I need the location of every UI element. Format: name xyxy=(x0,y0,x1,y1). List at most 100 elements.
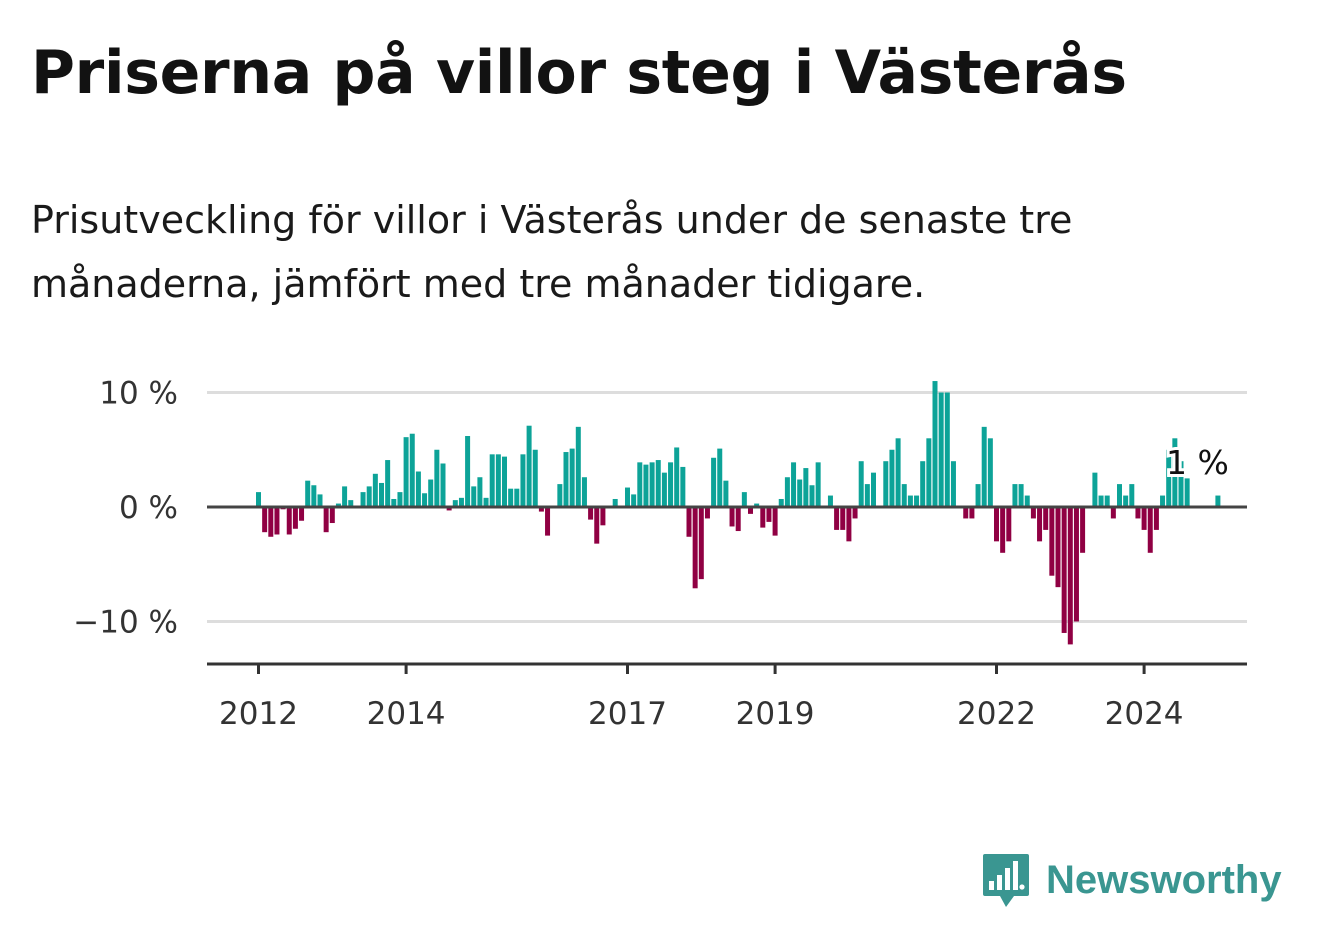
newsworthy-logo: Newsworthy xyxy=(980,850,1282,910)
bar xyxy=(944,392,950,507)
bar xyxy=(1135,507,1141,519)
bar xyxy=(1110,507,1116,519)
newsworthy-icon xyxy=(983,854,1029,907)
bar xyxy=(1160,495,1166,507)
bar xyxy=(569,448,575,507)
bar xyxy=(440,463,446,507)
bar xyxy=(1018,484,1024,507)
bar xyxy=(809,485,815,507)
bar xyxy=(256,492,261,507)
bar xyxy=(1043,507,1049,530)
bar xyxy=(791,462,797,507)
bar xyxy=(631,494,637,507)
bar xyxy=(711,457,717,507)
bar xyxy=(938,392,944,507)
bar xyxy=(292,507,298,529)
bar xyxy=(643,464,649,507)
bar xyxy=(698,507,704,580)
bar xyxy=(600,507,606,526)
bars xyxy=(256,381,1221,645)
bar xyxy=(434,449,440,507)
bar xyxy=(520,454,526,507)
bar xyxy=(741,492,747,507)
x-tick-label: 2012 xyxy=(219,696,298,732)
bar xyxy=(649,462,655,507)
latest-value-label: 1 % xyxy=(1166,443,1229,482)
bar xyxy=(545,507,551,536)
bar xyxy=(508,488,514,507)
bar xyxy=(840,507,846,530)
x-tick-label: 2022 xyxy=(957,696,1036,732)
bar xyxy=(1067,507,1073,645)
x-axis-ticks: 2012 2014 2017 2019 2022 2024 xyxy=(219,664,1184,732)
bar xyxy=(827,495,833,507)
bar xyxy=(612,498,618,507)
bar xyxy=(1129,484,1135,507)
bar xyxy=(262,507,268,533)
bar xyxy=(594,507,600,544)
bar xyxy=(342,486,348,507)
bar xyxy=(1141,507,1147,530)
bar xyxy=(1037,507,1043,542)
bar xyxy=(385,460,391,507)
bar xyxy=(1098,495,1104,507)
bar xyxy=(846,507,852,542)
bar xyxy=(1061,507,1067,633)
bar xyxy=(581,477,587,507)
bar xyxy=(766,507,772,522)
bar xyxy=(754,503,760,507)
bar xyxy=(969,507,975,519)
bar xyxy=(526,425,532,507)
bar xyxy=(428,479,434,507)
bar xyxy=(784,477,790,507)
bar xyxy=(557,484,563,507)
bar xyxy=(274,507,280,535)
brand-name: Newsworthy xyxy=(1046,857,1282,902)
bar xyxy=(889,449,895,507)
bar xyxy=(415,471,421,507)
bar xyxy=(1080,507,1086,553)
bar xyxy=(329,507,335,524)
bar xyxy=(563,452,569,507)
bar xyxy=(975,484,981,507)
bar xyxy=(981,426,987,507)
bar xyxy=(895,438,901,507)
bar xyxy=(723,480,729,507)
bar xyxy=(692,507,698,589)
bar xyxy=(372,473,378,507)
bar xyxy=(704,507,710,519)
bar xyxy=(299,507,305,521)
bar xyxy=(717,448,723,507)
bar xyxy=(907,495,913,507)
bar xyxy=(803,468,809,507)
bar xyxy=(477,477,483,507)
bar xyxy=(446,507,452,511)
bar xyxy=(1073,507,1079,622)
bar xyxy=(1215,495,1221,507)
x-tick-label: 2019 xyxy=(736,696,815,732)
bar xyxy=(637,462,643,507)
bar xyxy=(864,484,870,507)
bar xyxy=(797,479,803,507)
bar xyxy=(348,500,354,507)
gridlines xyxy=(207,391,1247,623)
y-tick-label: 10 % xyxy=(99,376,178,412)
bar xyxy=(950,461,956,507)
bar xyxy=(772,507,778,536)
bar xyxy=(268,507,274,537)
bar xyxy=(852,507,858,519)
bar xyxy=(625,487,630,507)
bar xyxy=(1049,507,1055,576)
bar xyxy=(883,461,889,507)
bar xyxy=(1166,449,1172,507)
bar xyxy=(458,497,464,507)
bar xyxy=(760,507,766,528)
bar xyxy=(926,438,932,507)
bar xyxy=(674,447,680,507)
bar xyxy=(471,486,477,507)
bar xyxy=(575,426,581,507)
bar xyxy=(335,503,341,507)
bar xyxy=(1024,495,1030,507)
bar xyxy=(1012,484,1018,507)
bar xyxy=(391,498,397,507)
